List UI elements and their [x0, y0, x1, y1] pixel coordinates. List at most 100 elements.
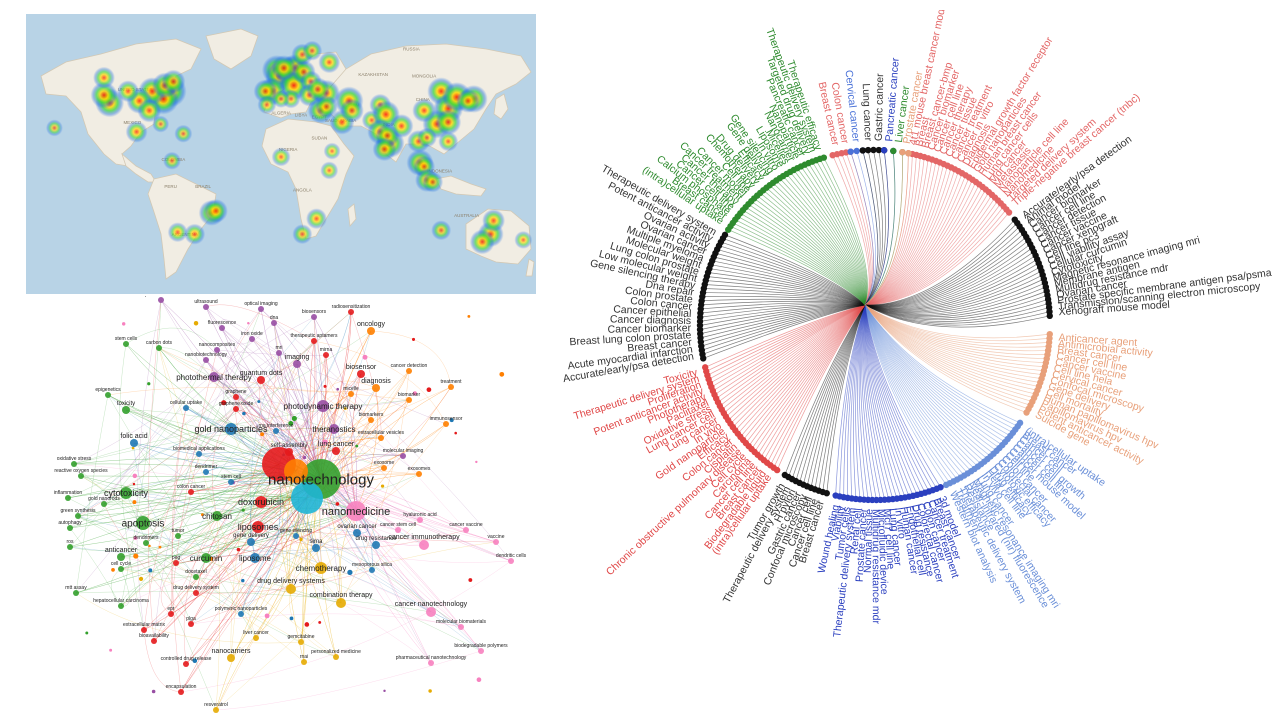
- chord-link: [864, 159, 933, 306]
- network-edge: [67, 330, 372, 499]
- heat-spot: [174, 124, 193, 143]
- network-node-minor: [221, 400, 227, 406]
- chord-link: [864, 167, 952, 306]
- network-label: autophagy: [58, 520, 82, 526]
- network-edge: [223, 308, 262, 430]
- chord-link: [720, 241, 866, 306]
- network-node: [252, 521, 264, 533]
- chord-dot: [905, 150, 912, 157]
- network-edge: [142, 408, 237, 524]
- network-edge: [195, 352, 280, 594]
- chord-link: [724, 234, 866, 306]
- central-america: [121, 152, 157, 183]
- chord-link: [769, 184, 866, 306]
- network-label: cellular uptake: [170, 400, 202, 406]
- network-node-minor: [158, 545, 162, 549]
- chord-link: [797, 167, 866, 306]
- network-node: [293, 533, 299, 539]
- network-node: [368, 417, 374, 423]
- chord-link: [864, 175, 966, 306]
- network-label: mri: [276, 345, 283, 351]
- chord-link: [839, 304, 866, 497]
- chord-link: [770, 304, 866, 466]
- network-label: polymeric nanoparticles: [215, 606, 268, 612]
- country-label: PERU: [164, 184, 177, 189]
- chord-link: [699, 304, 866, 326]
- chord-link: [864, 304, 1050, 339]
- network-label: ovarian cancer: [337, 524, 376, 530]
- chord-link: [864, 304, 1050, 328]
- network-edge: [190, 613, 462, 628]
- chord-link: [864, 304, 1041, 383]
- chord-link: [700, 304, 866, 318]
- chord-link: [864, 304, 965, 476]
- chord-link: [864, 304, 930, 492]
- network-edge: [254, 557, 432, 664]
- network-edge: [295, 535, 512, 563]
- chord-label: Normal tissue: [862, 509, 876, 574]
- network-node-minor: [241, 578, 245, 583]
- network-node-minor: [289, 616, 294, 621]
- network-node: [143, 540, 149, 546]
- network-edge: [120, 299, 162, 607]
- heat-spot: [271, 147, 291, 167]
- network-node-minor: [336, 387, 340, 391]
- network-node: [372, 541, 380, 549]
- chord-link: [732, 222, 866, 306]
- network-node: [311, 314, 317, 320]
- chord-link: [864, 304, 1006, 443]
- network-edge: [313, 316, 385, 469]
- heat-spot: [257, 95, 277, 115]
- chord-link: [806, 304, 866, 487]
- chord-link: [699, 304, 866, 322]
- network-label: radiosensitization: [332, 304, 371, 310]
- network-edge: [145, 542, 302, 643]
- network-edge: [355, 510, 512, 562]
- chord-link: [864, 304, 1050, 326]
- network-label: controlled drug release: [161, 656, 212, 662]
- network-edge: [260, 379, 432, 664]
- network-edge: [260, 308, 322, 480]
- network-edge: [240, 473, 420, 615]
- network-edge: [205, 359, 357, 512]
- network-node: [357, 370, 365, 378]
- chord-link: [864, 165, 948, 306]
- network-edge: [69, 527, 122, 607]
- network-label: graphene oxide: [219, 401, 254, 407]
- network-node: [332, 447, 340, 455]
- chord-link: [864, 304, 1021, 424]
- network-node: [75, 513, 81, 519]
- chord-link: [864, 304, 918, 496]
- network-edge: [103, 500, 259, 528]
- chord-link: [864, 153, 909, 306]
- network-edge: [324, 354, 372, 421]
- network-edge: [103, 316, 315, 505]
- chord-link: [864, 200, 999, 306]
- chord-link: [706, 304, 866, 372]
- chord-link: [864, 304, 910, 497]
- network-label: tumor: [172, 528, 185, 534]
- chord-link: [714, 304, 866, 396]
- network-label: gene silencing: [280, 528, 312, 534]
- network-edge: [160, 562, 177, 615]
- network-label: doxorubicin: [238, 497, 284, 507]
- network-edge: [190, 470, 297, 625]
- network-node: [219, 325, 225, 331]
- chord-label: Prostate cancer: [854, 508, 870, 583]
- network-label: curcumin: [190, 554, 222, 563]
- network-node: [315, 562, 327, 574]
- network-label: biosensors: [302, 309, 327, 315]
- heat-layer: [45, 40, 533, 255]
- network-label: apoptosis: [122, 519, 165, 530]
- chord-link: [864, 304, 1046, 364]
- network-edge: [260, 379, 357, 512]
- network-label: liposomes: [238, 522, 279, 532]
- heat-spot: [125, 120, 148, 143]
- chord-link: [856, 150, 876, 306]
- chord-links: [699, 149, 1050, 501]
- network-edge: [120, 497, 308, 558]
- chord-link: [864, 304, 1035, 399]
- network-node-minor: [288, 420, 294, 427]
- country-label: MONGOLIA: [412, 74, 436, 79]
- chord-link: [864, 304, 979, 467]
